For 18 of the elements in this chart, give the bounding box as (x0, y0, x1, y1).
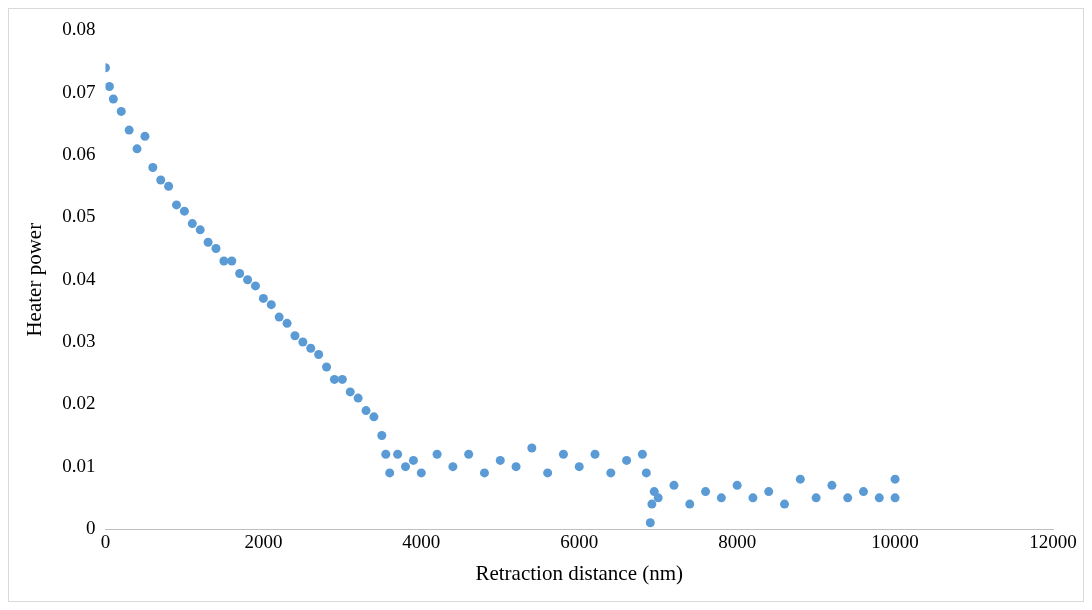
x-tick-label: 10000 (871, 531, 919, 553)
x-tick-label: 8000 (718, 531, 757, 553)
y-tick-label: 0.03 (62, 330, 96, 352)
y-tick-label: 0.02 (62, 392, 96, 414)
y-tick-label: 0 (85, 516, 96, 538)
y-tick-label: 0.06 (62, 143, 96, 165)
x-tick-label: 6000 (560, 531, 599, 553)
y-tick-label: 0.01 (62, 454, 96, 476)
x-tick-label: 0 (100, 531, 111, 553)
y-tick-label: 0.05 (62, 205, 96, 227)
y-axis-title: Heater power (22, 222, 47, 337)
y-tick-label: 0.04 (62, 267, 96, 289)
y-tick-label: 0.07 (62, 80, 96, 102)
x-axis-title: Retraction distance (nm) (475, 560, 684, 585)
x-tick-label: 4000 (402, 531, 441, 553)
x-tick-label: 2000 (244, 531, 283, 553)
x-tick-label: 12000 (1029, 531, 1077, 553)
y-tick-label: 0.08 (62, 18, 96, 40)
